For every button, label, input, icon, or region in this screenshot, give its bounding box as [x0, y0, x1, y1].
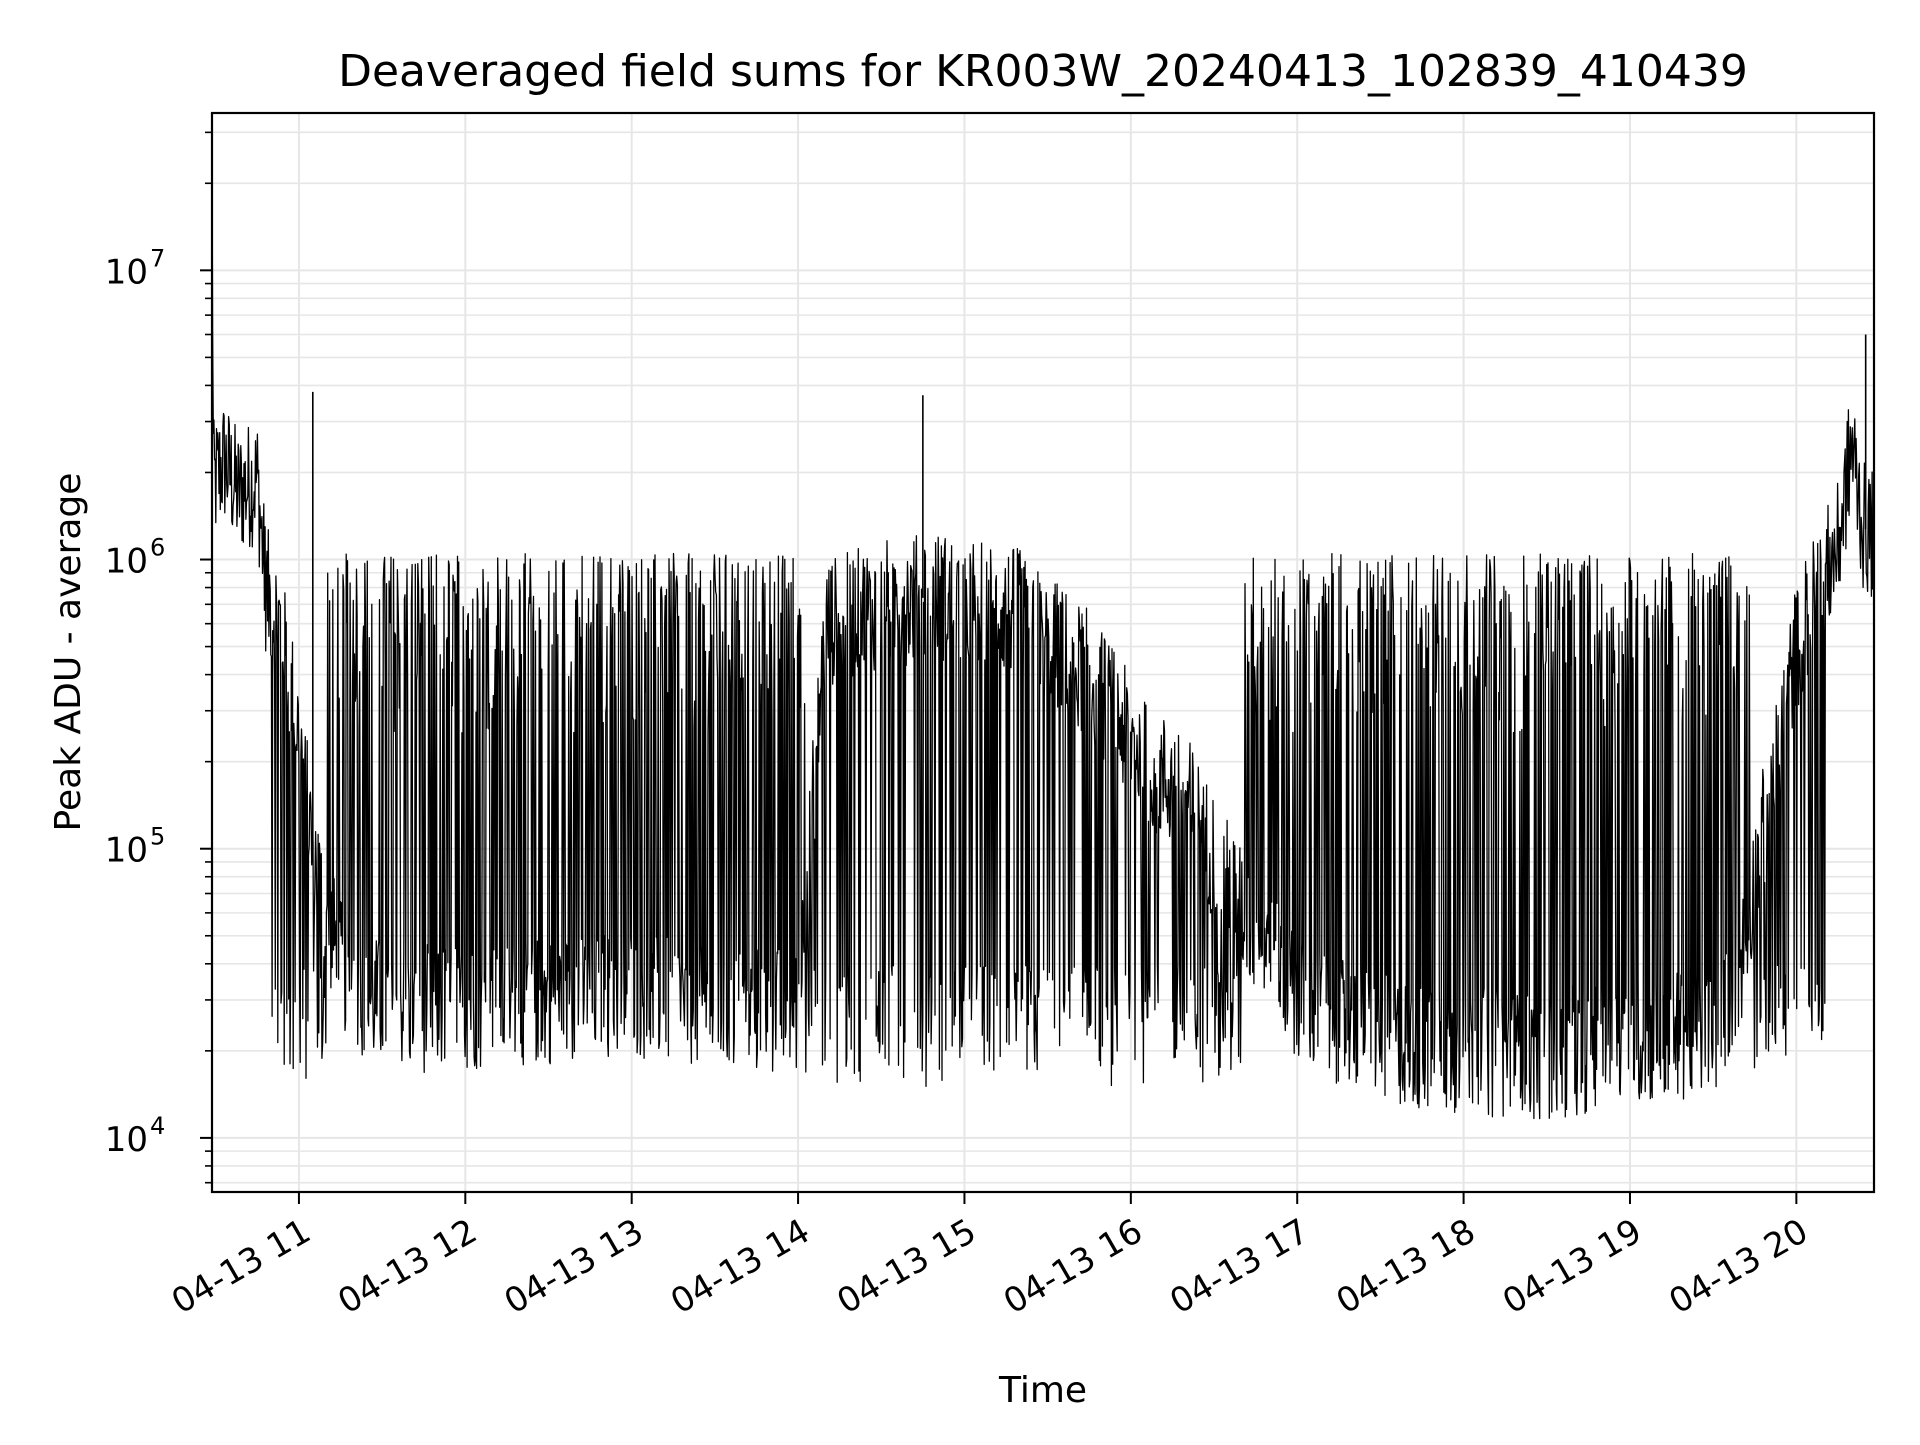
y-tick-label: 10 — [105, 252, 148, 292]
y-tick-exponent: 6 — [150, 534, 165, 562]
chart-title: Deaveraged field sums for KR003W_2024041… — [338, 46, 1748, 97]
y-tick-label: 10 — [105, 542, 148, 582]
x-axis-label: Time — [998, 1370, 1087, 1411]
series-line — [211, 140, 1875, 1120]
y-tick-exponent: 5 — [150, 823, 165, 851]
y-tick-label: 10 — [105, 1120, 148, 1160]
y-tick-label: 10 — [105, 831, 148, 871]
y-tick-exponent: 4 — [150, 1112, 165, 1140]
y-axis-label: Peak ADU - average — [48, 473, 89, 832]
plot-frame — [210, 111, 1876, 1194]
series-layer — [211, 140, 1875, 1120]
y-tick-exponent: 7 — [150, 244, 165, 272]
